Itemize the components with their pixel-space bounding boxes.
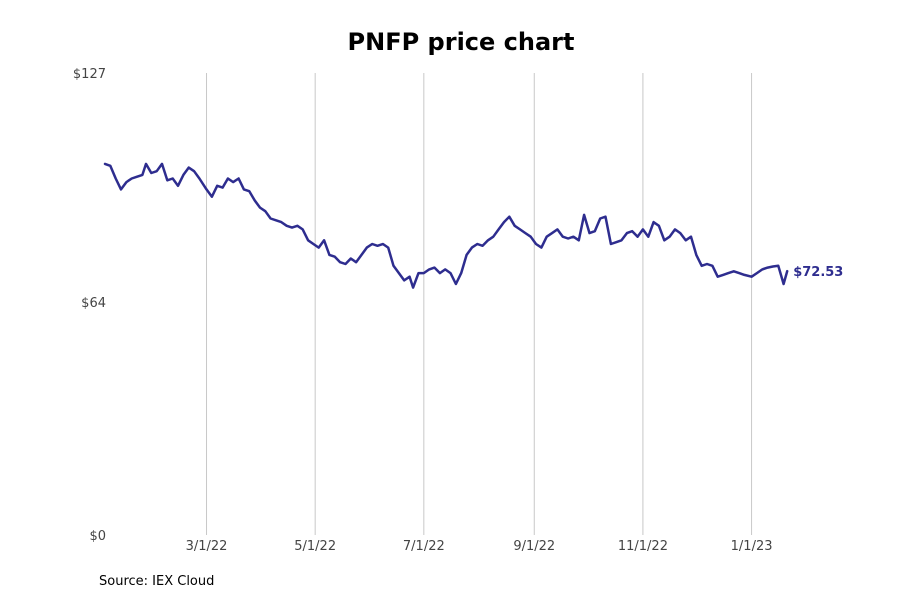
- x-tick-label: 5/1/22: [294, 539, 336, 554]
- grid-lines: [206, 73, 753, 535]
- x-axis: 3/1/22 5/1/22 7/1/22 9/1/22 11/1/22 1/1/23: [186, 539, 773, 554]
- last-price-label: $72.53: [793, 265, 843, 280]
- y-tick-label: $0: [89, 529, 106, 544]
- y-tick-label: $127: [73, 67, 106, 82]
- source-note: Source: IEX Cloud: [99, 574, 215, 589]
- x-tick-label: 1/1/23: [731, 539, 773, 554]
- x-tick-label: 11/1/22: [618, 539, 668, 554]
- series-layer: $72.53: [103, 162, 843, 289]
- y-tick-label: $64: [81, 296, 106, 311]
- price-line: [103, 162, 789, 289]
- y-axis: $0 $64 $127: [73, 67, 106, 544]
- chart-title: PNFP price chart: [348, 28, 575, 56]
- x-tick-label: 9/1/22: [513, 539, 555, 554]
- x-tick-label: 7/1/22: [403, 539, 445, 554]
- x-tick-label: 3/1/22: [186, 539, 228, 554]
